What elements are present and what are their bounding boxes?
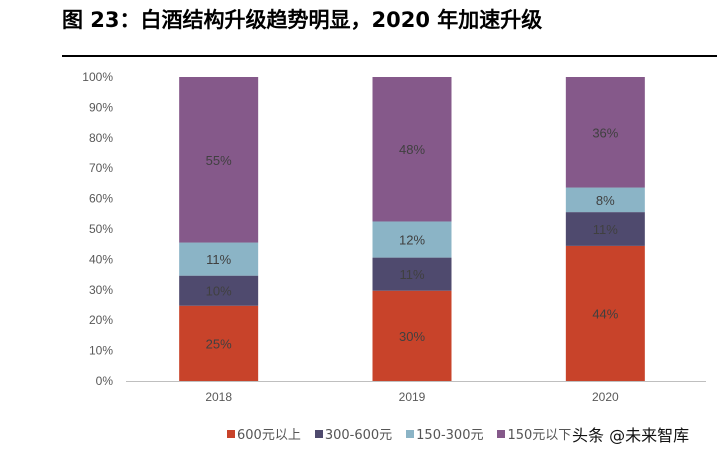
y-tick-label: 10% bbox=[89, 344, 113, 358]
y-tick-label: 90% bbox=[89, 100, 113, 114]
y-tick-label: 100% bbox=[82, 70, 113, 84]
figure-title: 图 23：白酒结构升级趋势明显，2020 年加速升级 bbox=[62, 8, 543, 32]
bar-segment bbox=[565, 212, 645, 246]
y-tick-label: 40% bbox=[89, 252, 113, 266]
bar-segment bbox=[565, 77, 645, 188]
y-tick-label: 70% bbox=[89, 161, 113, 175]
legend-label: 600元以上 bbox=[237, 428, 301, 443]
data-label: 30% bbox=[399, 329, 425, 344]
bar-segment bbox=[565, 245, 645, 381]
x-tick-label: 2019 bbox=[399, 390, 426, 404]
data-label: 10% bbox=[206, 284, 232, 299]
title-underline bbox=[62, 55, 717, 57]
y-tick-label: 80% bbox=[89, 131, 113, 145]
legend-item: 600元以上 bbox=[227, 424, 301, 443]
legend-label: 300-600元 bbox=[324, 428, 393, 443]
data-label: 36% bbox=[592, 125, 618, 140]
data-label: 8% bbox=[596, 193, 615, 208]
x-tick-label: 2020 bbox=[592, 390, 619, 404]
bar-segment bbox=[565, 187, 645, 213]
legend-label: 150元以下 bbox=[507, 428, 572, 443]
y-tick-label: 30% bbox=[89, 283, 113, 297]
bar-segment bbox=[372, 77, 452, 222]
legend-swatch bbox=[497, 429, 506, 438]
legend-swatch bbox=[314, 429, 323, 438]
legend-item: 150元以下 bbox=[497, 424, 571, 443]
y-tick-label: 0% bbox=[96, 374, 114, 388]
data-label: 48% bbox=[399, 142, 425, 157]
data-label: 55% bbox=[206, 153, 232, 168]
legend: 600元以上 300-600元 150-300元 150元以下 bbox=[227, 424, 571, 443]
bar-segment bbox=[372, 290, 452, 381]
y-tick-label: 50% bbox=[89, 222, 113, 236]
data-label: 11% bbox=[399, 267, 424, 282]
data-label: 25% bbox=[206, 336, 232, 351]
bar-segment bbox=[179, 242, 259, 276]
data-label: 11% bbox=[593, 222, 618, 237]
legend-swatch bbox=[406, 429, 415, 438]
watermark: 头条 @未来智库 bbox=[572, 426, 690, 445]
bar-segment bbox=[372, 221, 452, 258]
data-label: 11% bbox=[206, 252, 231, 267]
legend-item: 300-600元 bbox=[314, 424, 393, 443]
bar-segment bbox=[372, 257, 452, 291]
bar-segment bbox=[179, 305, 259, 381]
bar-segment bbox=[179, 275, 259, 306]
legend-item: 150-300元 bbox=[406, 424, 483, 443]
bar-segment bbox=[179, 77, 259, 243]
legend-label: 150-300元 bbox=[416, 428, 484, 443]
data-label: 44% bbox=[592, 306, 618, 321]
y-tick-label: 60% bbox=[89, 192, 113, 206]
x-tick-label: 2018 bbox=[205, 390, 232, 404]
data-label: 12% bbox=[399, 233, 425, 248]
legend-swatch bbox=[227, 429, 235, 438]
y-tick-label: 20% bbox=[89, 313, 113, 327]
